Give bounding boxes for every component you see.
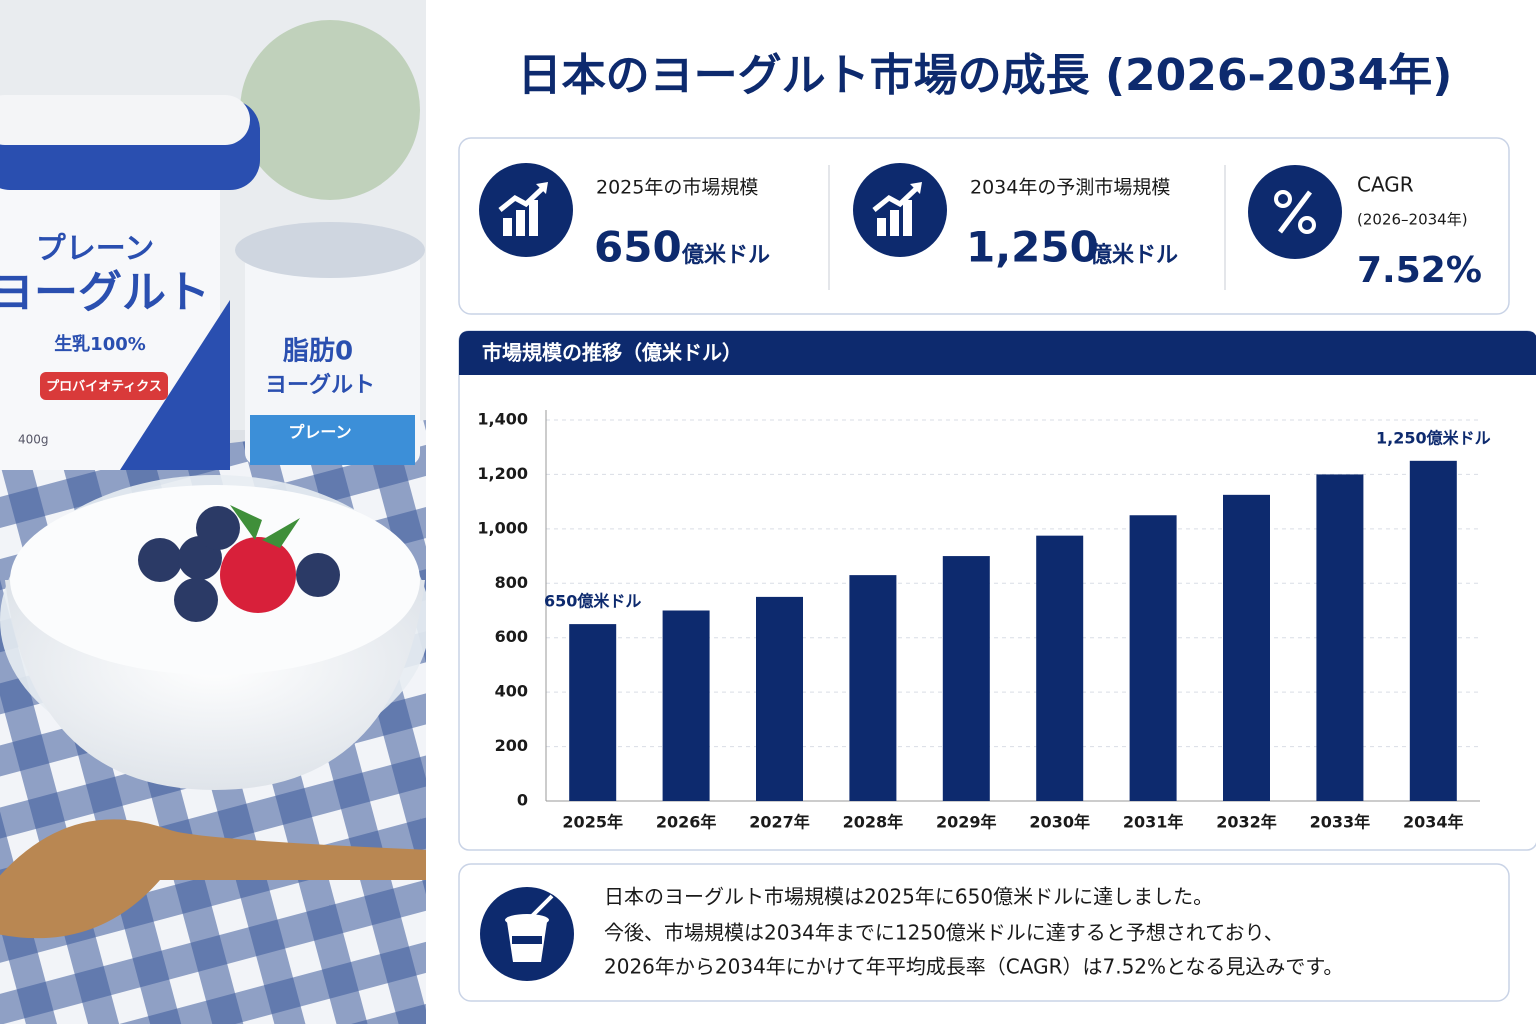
kpi-unit: 億米ドル [681,242,770,268]
page-title: 日本のヨーグルト市場の成長 (2026-2034年) [518,50,1453,101]
x-tick-label: 2025年 [562,813,623,832]
yogurt-icon [480,887,574,981]
bar [849,575,897,801]
bar [1129,515,1177,801]
bar [569,624,617,801]
bar [942,556,990,801]
kpi-card: 2025年の市場規模 650 億米ドル 2034年の予測市場規模 1,250 億… [458,137,1510,315]
y-tick-label: 1,000 [477,518,528,537]
bar [1036,535,1084,801]
x-tick-label: 2030年 [1029,813,1090,832]
y-tick-label: 400 [495,682,528,701]
kpi-icon [853,163,947,257]
x-tick-label: 2028年 [843,813,904,832]
y-tick-label: 0 [517,791,528,810]
bar [1316,474,1364,801]
y-tick-label: 200 [495,736,528,755]
photo-label: プレーン [36,232,155,267]
kpi-value: 650 [594,223,682,272]
x-tick-label: 2032年 [1216,813,1277,832]
kpi-label: 2034年の予測市場規模 [970,177,1170,199]
kpi-label: CAGR [1357,173,1414,197]
kpi-label: 2025年の市場規模 [596,177,758,199]
photo-label: 400g [18,433,49,447]
photo-label: プロバイオティクス [46,380,162,395]
kpi-value: 1,250 [966,223,1099,272]
description-line: 日本のヨーグルト市場規模は2025年に650億米ドルに達しました。 [604,885,1213,909]
chart-title: 市場規模の推移（億米ドル） [482,341,742,365]
photo-label: ヨーグルト [265,372,375,398]
kpi-value: 7.52% [1357,250,1482,291]
value-label: 650億米ドル [544,592,641,611]
kpi-sublabel: (2026–2034年) [1357,211,1468,229]
x-tick-label: 2027年 [749,813,810,832]
kpi-icon [479,163,573,257]
y-tick-label: 1,400 [477,410,528,429]
photo: プレーン ヨーグルト 生乳100% プロバイオティクス 400g 脂肪0 ヨーグ… [0,0,426,1024]
kpi-icon [1248,165,1342,259]
y-tick-label: 1,200 [477,464,528,483]
description-line: 2026年から2034年にかけて年平均成長率（CAGR）は7.52%となる見込み… [604,955,1343,979]
description-line: 今後、市場規模は2034年までに1250億米ドルに達すると予想されており、 [604,921,1284,945]
x-tick-label: 2031年 [1123,813,1184,832]
bar [662,610,710,801]
description-card: 日本のヨーグルト市場規模は2025年に650億米ドルに達しました。 今後、市場規… [458,863,1510,1002]
photo-label: ヨーグルト [0,267,210,318]
x-tick-label: 2029年 [936,813,997,832]
y-tick-label: 600 [495,627,528,646]
bar [1223,494,1270,801]
photo-label: 脂肪0 [283,337,353,367]
x-tick-label: 2034年 [1403,813,1464,832]
kpi-unit: 億米ドル [1089,242,1178,268]
y-tick-label: 800 [495,573,528,592]
bar [1409,460,1457,801]
value-label: 1,250億米ドル [1376,428,1491,447]
bar [756,596,803,801]
x-tick-label: 2033年 [1310,813,1371,832]
x-tick-label: 2026年 [656,813,717,832]
photo-label: プレーン [288,423,351,442]
photo-label: 生乳100% [54,333,146,355]
chart-panel: 市場規模の推移（億米ドル） [458,330,1536,851]
